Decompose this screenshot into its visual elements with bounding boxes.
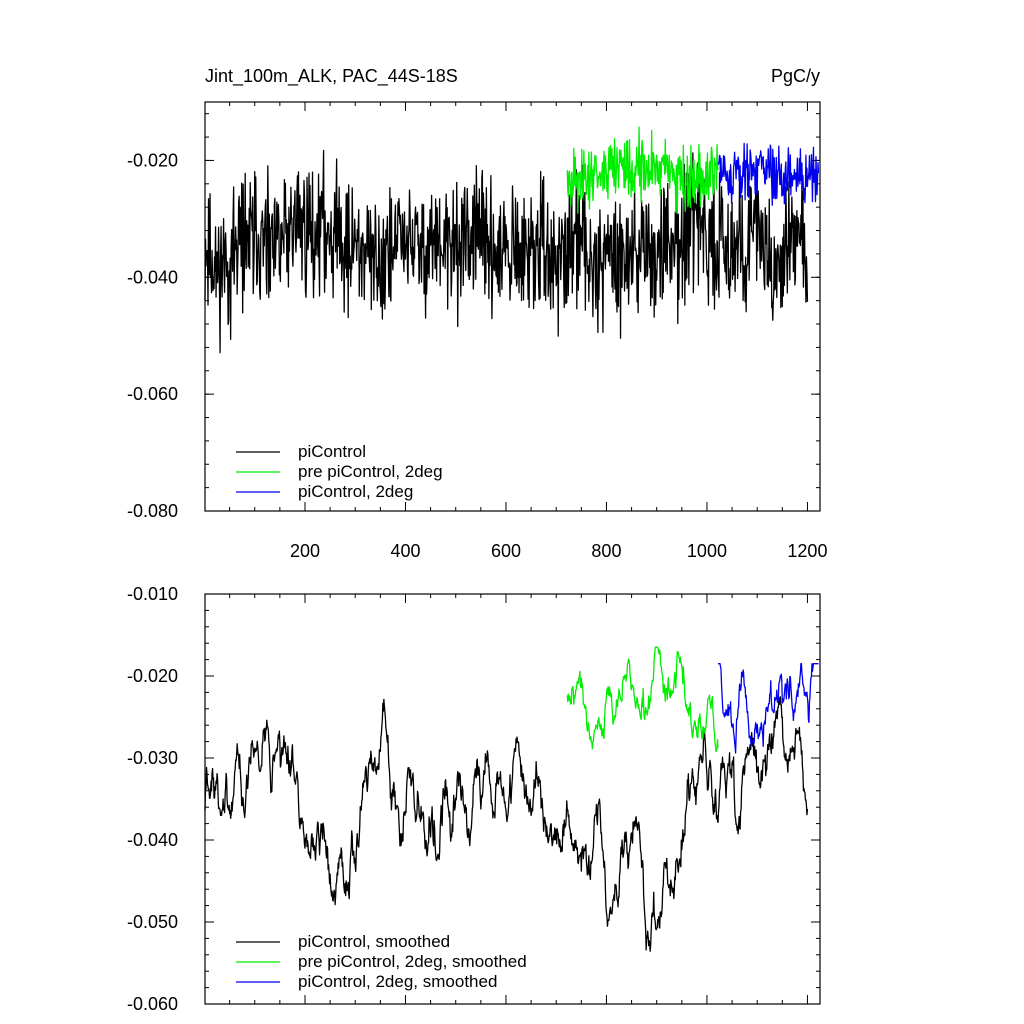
top-panel: Jint_100m_ALK, PAC_44S-18S PgC/y -0.080-… [127, 66, 828, 561]
top-plot-frame [204, 101, 821, 512]
top-x-tick-label: 200 [290, 541, 320, 561]
top-series-piControl-2deg [717, 142, 820, 206]
bottom-axis-ticks [205, 593, 820, 1005]
bottom-legend-label-piControl-2deg-smoothed: piControl, 2deg, smoothed [298, 972, 497, 991]
top-y-tick-label: -0.020 [127, 150, 178, 170]
top-x-tick-label: 600 [491, 541, 521, 561]
top-series-piControl [204, 149, 809, 354]
top-x-tick-label: 400 [390, 541, 420, 561]
top-y-tick-labels: -0.080 -0.060 -0.040 -0.020 [127, 150, 178, 521]
top-y-tick-label: -0.040 [127, 267, 178, 287]
bot-y-tick-label: -0.030 [127, 748, 178, 768]
top-axis-ticks [205, 102, 820, 512]
top-legend: piControl pre piControl, 2deg piControl,… [236, 442, 443, 501]
bottom-y-tick-labels: -0.060 -0.050 -0.040 -0.030 -0.020 -0.010 [127, 584, 178, 1014]
top-x-tick-labels: 200 400 600 800 1000 1200 [290, 541, 827, 561]
bot-y-tick-label: -0.010 [127, 584, 178, 604]
bot-series-piControl-2deg-smoothed [717, 663, 819, 754]
top-legend-label-pre-piControl-2deg: pre piControl, 2deg [298, 462, 443, 481]
top-x-tick-label: 1200 [787, 541, 827, 561]
bottom-legend: piControl, smoothed pre piControl, 2deg,… [236, 932, 527, 991]
top-chart-units: PgC/y [771, 66, 820, 86]
bot-y-tick-label: -0.050 [127, 912, 178, 932]
top-legend-label-piControl: piControl [298, 442, 366, 461]
top-x-tick-label: 1000 [687, 541, 727, 561]
top-chart-title: Jint_100m_ALK, PAC_44S-18S [205, 66, 458, 87]
bot-y-tick-label: -0.040 [127, 830, 178, 850]
bot-series-piControl-smoothed [204, 696, 809, 952]
top-series [204, 126, 820, 354]
top-x-tick-label: 800 [591, 541, 621, 561]
top-y-tick-label: -0.060 [127, 384, 178, 404]
bottom-legend-label-piControl-smoothed: piControl, smoothed [298, 932, 450, 951]
bot-y-tick-label: -0.020 [127, 666, 178, 686]
top-legend-label-piControl-2deg: piControl, 2deg [298, 482, 413, 501]
bottom-legend-label-pre-piControl-2deg-smoothed: pre piControl, 2deg, smoothed [298, 952, 527, 971]
bottom-series [204, 646, 819, 952]
bottom-plot-frame [204, 593, 821, 1005]
top-series-pre-piControl-2deg [566, 126, 719, 215]
bottom-panel: -0.060 -0.050 -0.040 -0.030 -0.020 -0.010 piC… [127, 584, 821, 1014]
bot-y-tick-label: -0.060 [127, 994, 178, 1014]
bot-series-pre-piControl-2deg-smoothed [566, 646, 719, 753]
top-y-tick-label: -0.080 [127, 501, 178, 521]
